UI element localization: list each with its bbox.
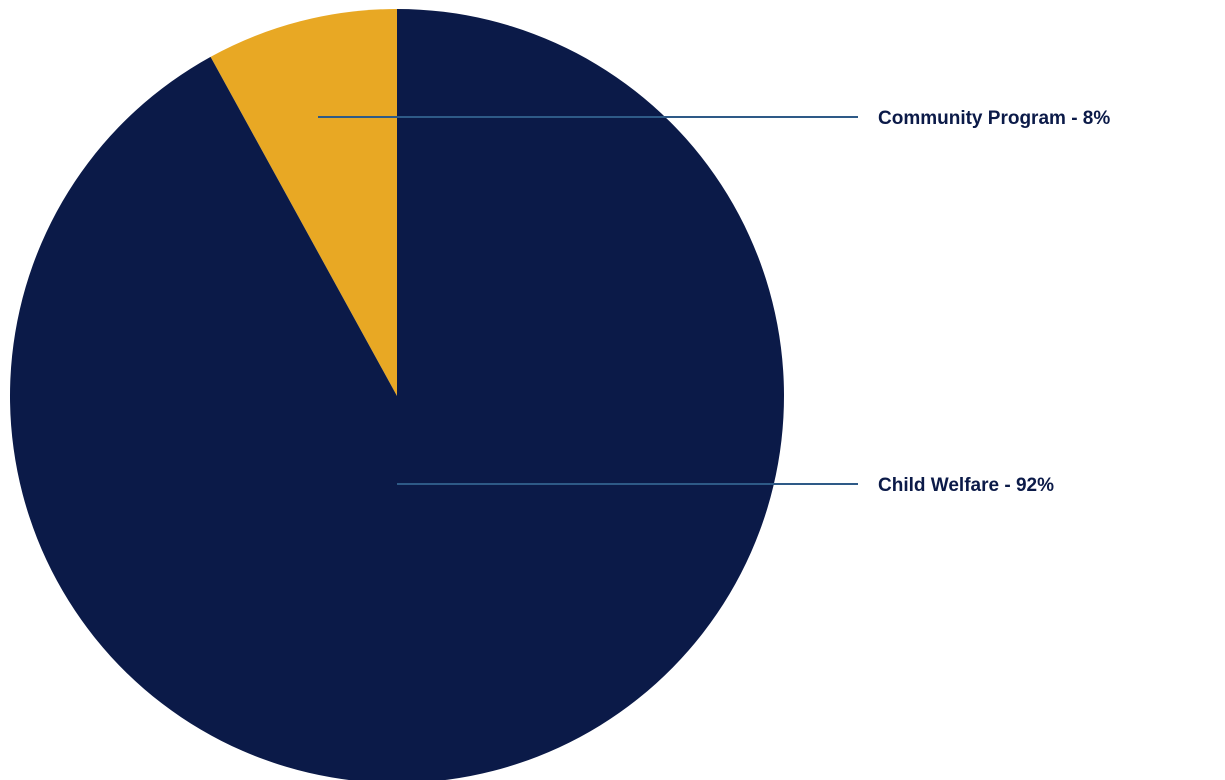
- pie-slice-0: [210, 9, 397, 396]
- slice-label-1: Child Welfare - 92%: [878, 475, 1054, 496]
- slice-labels: Community Program - 8% Child Welfare - 92…: [878, 108, 1110, 496]
- pie-slices: [10, 9, 784, 780]
- leader-lines: [318, 116, 858, 485]
- slice-label-0: Community Program - 8%: [878, 108, 1110, 129]
- pie-slice-1: [10, 9, 784, 780]
